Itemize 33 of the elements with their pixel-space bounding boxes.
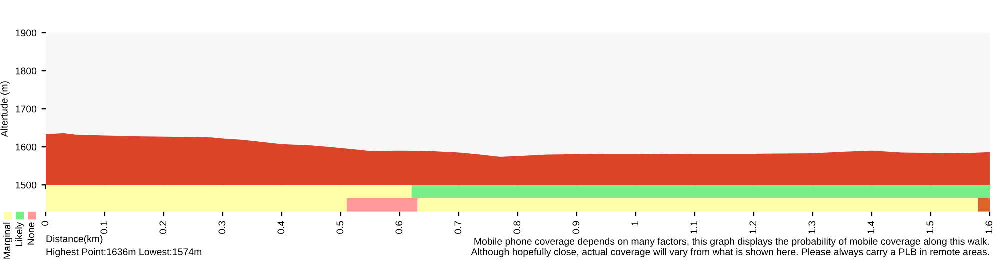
x-tick-label: 0.3 bbox=[218, 221, 226, 234]
bar bbox=[978, 198, 990, 212]
legend-label: None bbox=[28, 222, 35, 245]
x-tick-label: 1.1 bbox=[690, 221, 698, 234]
legend-label: Likely bbox=[15, 222, 25, 246]
bar bbox=[346, 198, 418, 212]
y-tick-label: 1600 bbox=[16, 144, 37, 151]
x-tick-label: 0.5 bbox=[336, 221, 344, 234]
x-tick-label: 1.2 bbox=[750, 221, 757, 234]
x-tick-label: 0.1 bbox=[100, 221, 108, 234]
y-tick-label: 1700 bbox=[16, 106, 37, 113]
x-tick-label: 1.6 bbox=[986, 221, 993, 234]
x-tick-label: 1.5 bbox=[926, 221, 934, 234]
x-axis-title: Distance(km) bbox=[46, 235, 103, 244]
text: Mobile phone coverage depends on many factors, this graph displays the probability of mobile coverage along this walk. Although hopefully close, actual coverage will vary from what is shown here. Please always carry a PLB in remote areas. bbox=[471, 238, 990, 258]
y-axis-title: Altertude (m) bbox=[0, 82, 10, 138]
legend-label: Marginal bbox=[3, 222, 13, 259]
y-tick-label: 1800 bbox=[16, 68, 37, 75]
bar bbox=[418, 198, 978, 212]
bar bbox=[412, 185, 990, 199]
x-tick-label: 1.4 bbox=[868, 221, 875, 234]
y-tick-label: 1900 bbox=[16, 30, 37, 37]
x-tick-label: 1 bbox=[632, 221, 639, 226]
x-tick-label: 0.4 bbox=[278, 221, 285, 234]
x-tick-label: 0.9 bbox=[572, 221, 580, 234]
text: Highest Point:1636m Lowest:1574m bbox=[46, 248, 202, 258]
x-tick-label: 0.6 bbox=[396, 221, 403, 234]
x-tick-label: 0 bbox=[42, 221, 49, 226]
x-tick-label: 0.8 bbox=[514, 221, 521, 234]
x-tick-label: 0.7 bbox=[454, 221, 462, 234]
x-tick-label: 1.3 bbox=[808, 221, 816, 234]
y-tick-label: 1500 bbox=[16, 182, 37, 189]
x-tick-label: 0.2 bbox=[160, 221, 167, 234]
